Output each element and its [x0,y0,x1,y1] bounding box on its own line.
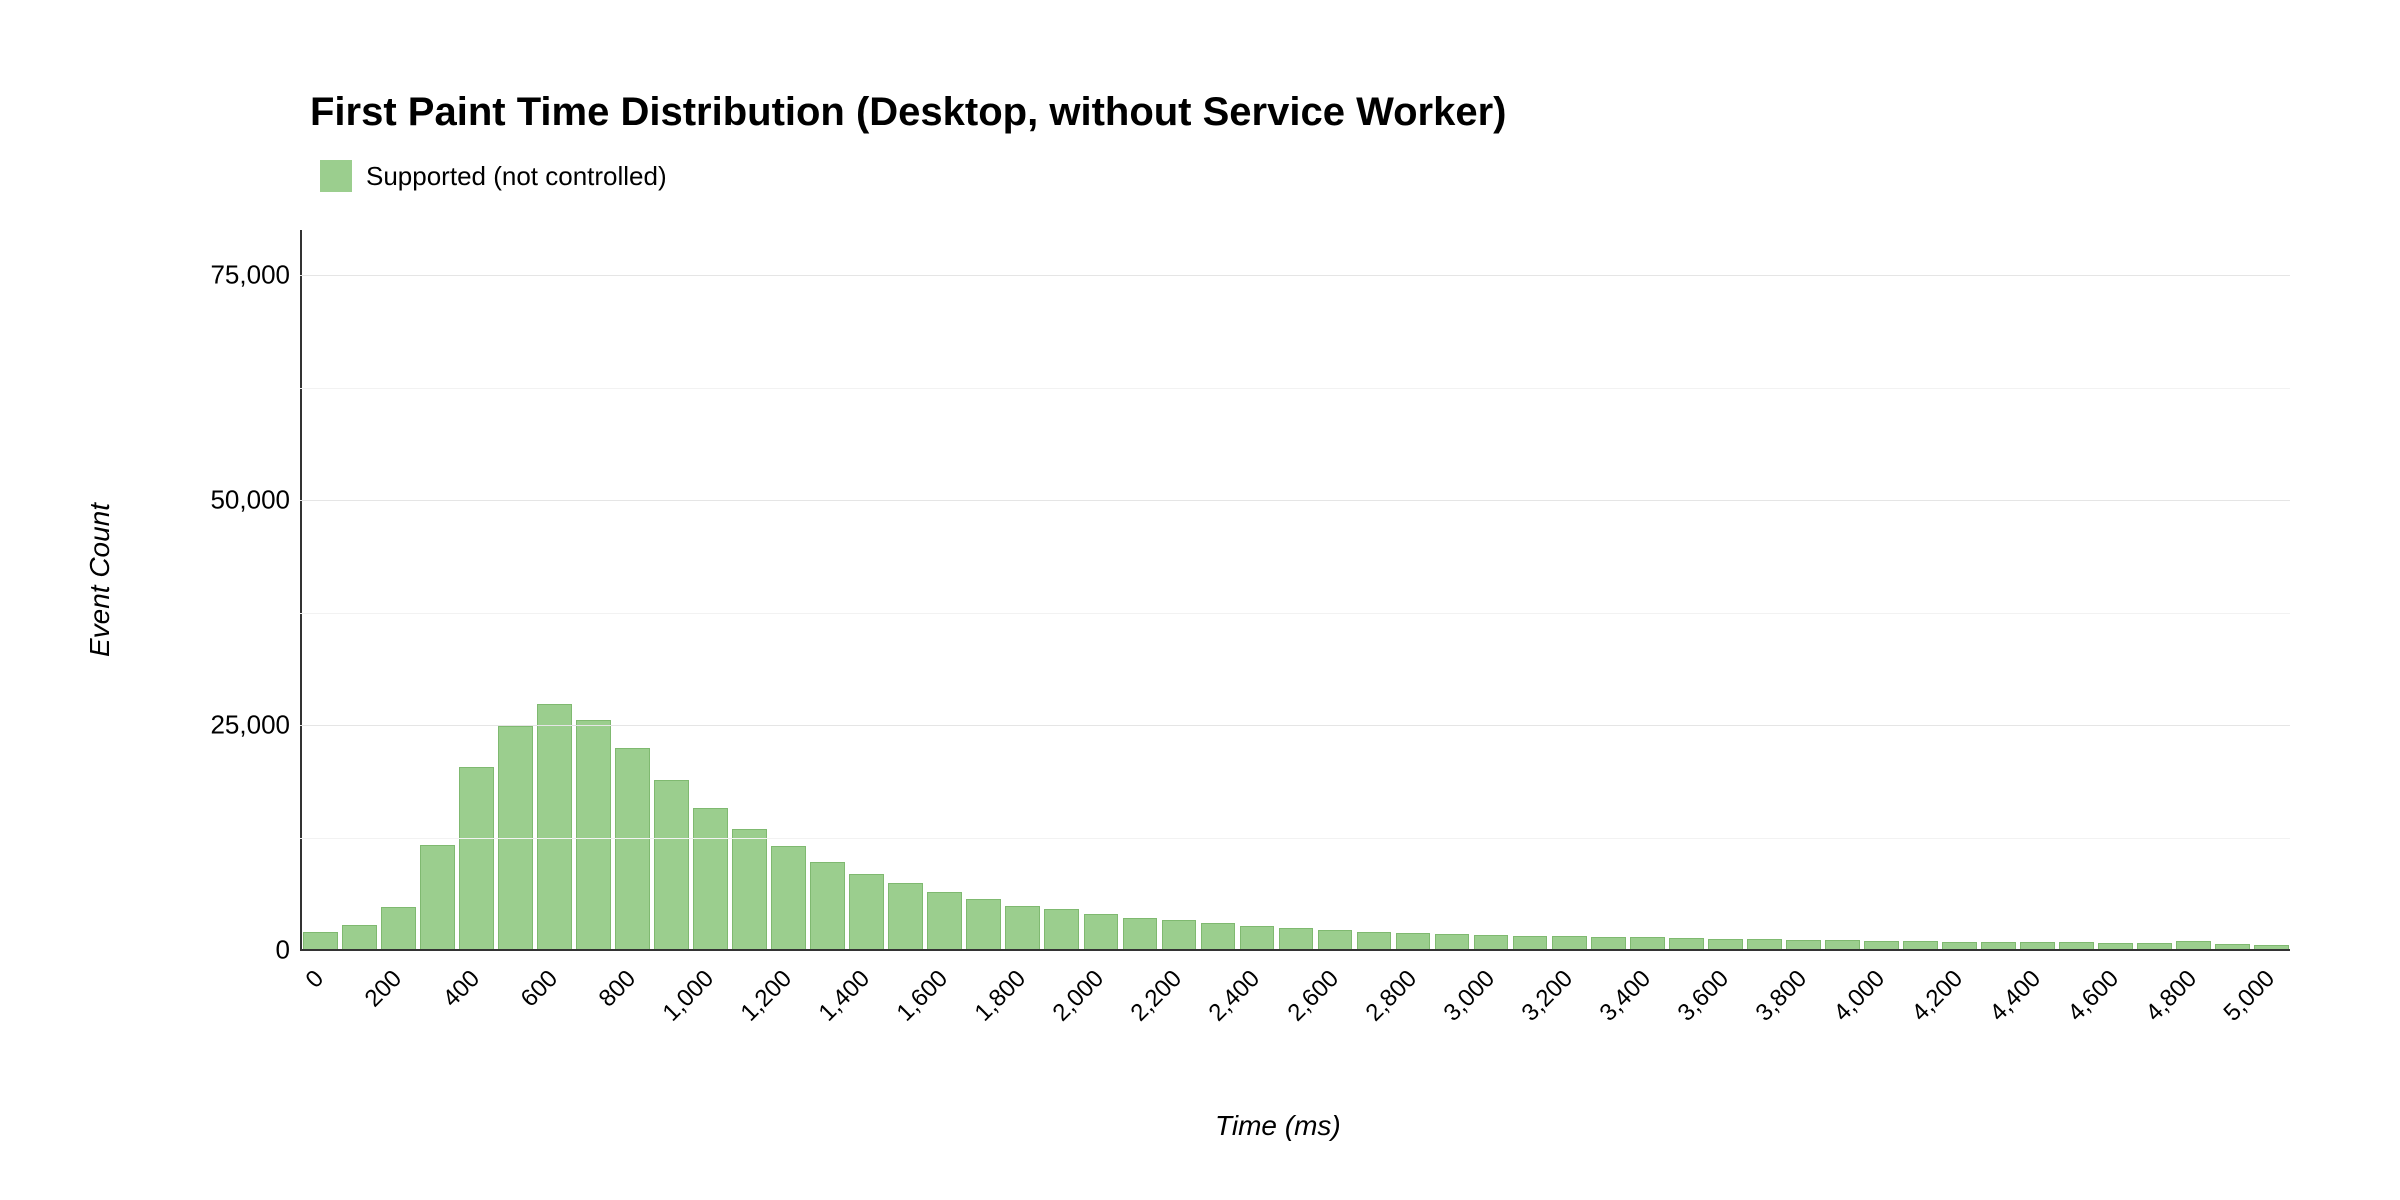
bar [1201,923,1236,950]
minor-gridline [300,838,2290,839]
bar [966,899,1001,950]
bar [1474,935,1509,950]
bar [693,808,728,950]
bar [654,780,689,950]
plot-area [300,230,2290,950]
y-tick-label: 50,000 [210,485,290,516]
bar [576,720,611,950]
bars-container [300,230,2290,950]
bar [849,874,884,950]
bar [1123,918,1158,950]
bar [771,846,806,951]
bar [381,907,416,950]
bar [927,892,962,950]
bar [1357,932,1392,950]
bar [888,883,923,950]
chart-title: First Paint Time Distribution (Desktop, … [310,90,1506,135]
bar [420,845,455,950]
y-tick-label: 25,000 [210,710,290,741]
legend-swatch [320,160,352,192]
minor-gridline [300,388,2290,389]
y-tick-label: 75,000 [210,260,290,291]
x-axis-line [300,949,2290,951]
bar [459,767,494,950]
bar [1396,933,1431,950]
bar [1513,936,1548,951]
gridline [300,725,2290,726]
bar [1044,909,1079,950]
bar [810,862,845,950]
bar [1084,914,1119,950]
bar [342,925,377,950]
y-axis-label: Event Count [84,503,116,657]
minor-gridline [300,613,2290,614]
bar [1279,928,1314,950]
bar [303,932,338,950]
bar [1552,936,1587,950]
y-tick-label: 0 [276,935,290,966]
gridline [300,275,2290,276]
bar [1318,930,1353,950]
bar [1005,906,1040,950]
bar [1162,920,1197,950]
histogram-chart: First Paint Time Distribution (Desktop, … [0,0,2400,1200]
bar [732,829,767,950]
bar [1435,934,1470,950]
legend-label: Supported (not controlled) [366,161,667,192]
bar [537,704,572,950]
bar [615,748,650,950]
legend: Supported (not controlled) [320,160,667,192]
bar [1240,926,1275,950]
gridline [300,500,2290,501]
